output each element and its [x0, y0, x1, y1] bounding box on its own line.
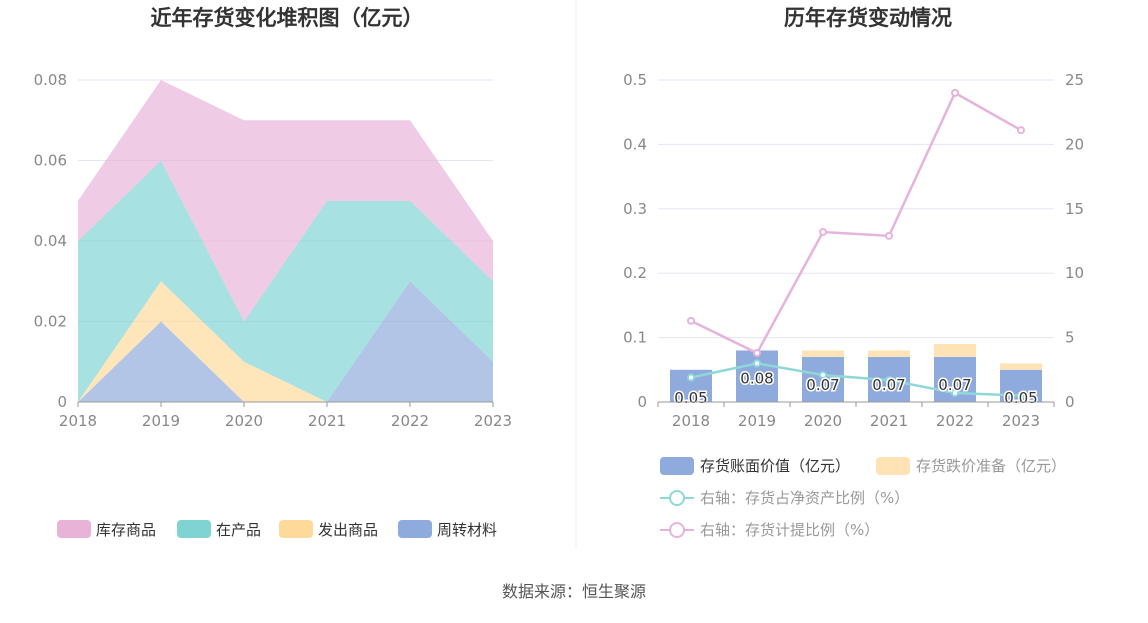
left-legend-swatch [177, 520, 211, 538]
left-x-tick-label: 2018 [59, 412, 97, 430]
right-legend-label: 存货账面价值（亿元） [700, 457, 850, 475]
right-y-tick-label: 0.4 [623, 135, 647, 153]
right-line-0-point [885, 376, 893, 385]
right-y2-tick-label: 15 [1065, 200, 1084, 218]
right-y-tick-label: 0.5 [623, 71, 647, 89]
right-line-1-point [885, 231, 893, 240]
right-x-tick-label: 2021 [870, 412, 908, 430]
left-x-tick-label: 2019 [142, 412, 180, 430]
data-source: 数据来源：恒生聚源 [501, 582, 646, 601]
right-y2-tick-label: 5 [1065, 329, 1075, 347]
right-legend: 存货账面价值（亿元） 存货跌价准备（亿元） 右轴：存货占净资产比例（%） 右轴：存货计… [660, 457, 1066, 539]
left-y-tick-label: 0.06 [34, 152, 67, 170]
right-line-1-point [819, 227, 827, 236]
right-bar-1-3 [868, 350, 910, 357]
left-x-tick-label: 2021 [308, 412, 346, 430]
right-chart-title: 历年存货变动情况 [784, 6, 952, 30]
right-legend-swatch [876, 457, 910, 475]
left-legend-label: 周转材料 [437, 521, 497, 539]
left-legend-label: 发出商品 [318, 521, 378, 539]
right-y2-tick-label: 10 [1065, 264, 1084, 282]
right-y-tick-label: 0.1 [623, 329, 647, 347]
right-y-tick-label: 0 [637, 393, 647, 411]
right-gridlines: 0 0.1 0.2 0.3 0.4 0.5 0 5 10 15 20 25 [623, 71, 1084, 411]
left-legend-swatch [57, 520, 91, 538]
right-y2-tick-label: 20 [1065, 135, 1084, 153]
right-bar-value-label: 0.05 [674, 389, 707, 407]
right-bar-0-2 [802, 356, 844, 402]
left-area-1 [78, 281, 493, 402]
right-y-tick-label: 0.3 [623, 200, 647, 218]
right-line-1-point [687, 316, 695, 325]
right-axes: 2018 2019 2020 2021 2022 2023 [657, 401, 1055, 430]
left-y-tick-label: 0.02 [34, 313, 67, 331]
right-chart: 历年存货变动情况 0 0.1 0.2 0.3 0.4 0.5 0 5 10 15 20 25 0.05… [623, 6, 1084, 539]
right-line-0-point [1017, 391, 1025, 400]
left-legend-label: 库存商品 [96, 521, 156, 539]
right-line-0-point [951, 388, 959, 397]
right-line-1 [690, 91, 1022, 355]
right-line-0-point [819, 370, 827, 379]
right-bar-value-label: 0.07 [938, 376, 971, 394]
right-line-1-point [951, 88, 959, 97]
left-area-3 [78, 80, 493, 322]
right-x-tick-label: 2019 [738, 412, 776, 430]
right-bar-0-1 [736, 350, 778, 402]
left-chart-title: 近年存货变化堆积图（亿元） [151, 6, 424, 30]
right-bar-value-label: 0.07 [806, 376, 839, 394]
right-legend-swatch [660, 457, 694, 475]
left-axes: 2018 2019 2020 2021 2022 2023 [59, 401, 512, 430]
right-bar-1-2 [802, 350, 844, 357]
right-legend-label: 存货跌价准备（亿元） [916, 457, 1066, 475]
left-x-tick-label: 2022 [391, 412, 429, 430]
left-y-tick-label: 0 [57, 393, 67, 411]
right-bar-1-5 [1000, 363, 1042, 370]
left-x-tick-label: 2020 [225, 412, 263, 430]
right-line-0 [690, 362, 1022, 397]
right-x-tick-label: 2020 [804, 412, 842, 430]
right-line-1-point [753, 349, 761, 358]
right-line-0-point [687, 373, 695, 382]
left-legend-swatch [398, 520, 432, 538]
right-bar-value-label: 0.07 [872, 376, 905, 394]
right-line-1-point [1017, 126, 1025, 135]
left-y-tick-label: 0.08 [34, 71, 67, 89]
left-y-tick-label: 0.04 [34, 232, 67, 250]
left-legend-swatch [279, 520, 313, 538]
left-legend-label: 在产品 [216, 521, 261, 539]
left-chart: 近年存货变化堆积图（亿元） 0 0.02 0.04 0.06 0.08 2018 2019… [34, 6, 513, 539]
right-y2-tick-label: 25 [1065, 71, 1084, 89]
right-bar-1-4 [934, 344, 976, 357]
right-bar-value-label: 0.08 [740, 369, 773, 387]
right-x-tick-label: 2023 [1002, 412, 1040, 430]
right-bar-labels: 0.05 0.08 0.07 0.07 0.07 0.05 [673, 368, 1039, 408]
left-x-tick-label: 2023 [474, 412, 512, 430]
right-legend-label: 右轴：存货计提比例（%） [700, 521, 879, 539]
right-line-series [687, 88, 1025, 400]
right-x-tick-label: 2022 [936, 412, 974, 430]
right-legend-label: 右轴：存货占净资产比例（%） [700, 489, 909, 507]
right-y-tick-label: 0.2 [623, 264, 647, 282]
right-legend-marker [669, 522, 685, 538]
right-bar-value-label: 0.05 [1004, 389, 1037, 407]
left-area-series [78, 80, 493, 402]
right-line-0-point [753, 359, 761, 368]
left-legend: 库存商品 在产品 发出商品 周转材料 [57, 520, 497, 539]
right-y2-tick-label: 0 [1065, 393, 1075, 411]
right-legend-marker [669, 490, 685, 506]
right-x-tick-label: 2018 [672, 412, 710, 430]
left-area-2 [78, 160, 493, 402]
